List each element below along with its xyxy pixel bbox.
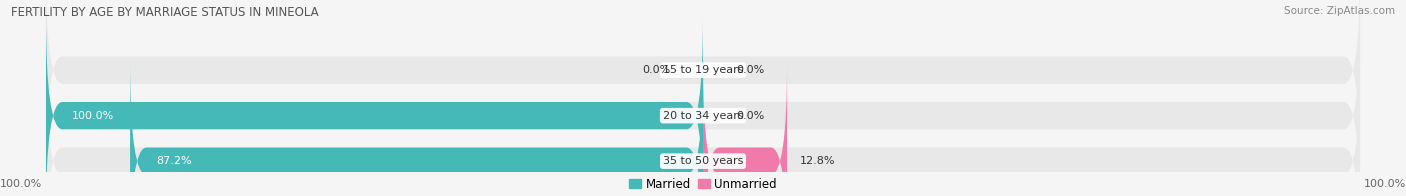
- FancyBboxPatch shape: [703, 61, 787, 196]
- Text: 35 to 50 years: 35 to 50 years: [662, 156, 744, 166]
- Text: 0.0%: 0.0%: [643, 65, 671, 75]
- Text: Source: ZipAtlas.com: Source: ZipAtlas.com: [1284, 6, 1395, 16]
- Legend: Married, Unmarried: Married, Unmarried: [628, 178, 778, 191]
- FancyBboxPatch shape: [46, 15, 1360, 196]
- Text: 12.8%: 12.8%: [800, 156, 835, 166]
- FancyBboxPatch shape: [46, 61, 1360, 196]
- FancyBboxPatch shape: [46, 15, 703, 196]
- Text: 100.0%: 100.0%: [0, 179, 42, 189]
- Text: 20 to 34 years: 20 to 34 years: [662, 111, 744, 121]
- Text: 100.0%: 100.0%: [72, 111, 114, 121]
- Text: 0.0%: 0.0%: [735, 111, 763, 121]
- Text: FERTILITY BY AGE BY MARRIAGE STATUS IN MINEOLA: FERTILITY BY AGE BY MARRIAGE STATUS IN M…: [11, 6, 319, 19]
- FancyBboxPatch shape: [46, 0, 1360, 170]
- Text: 0.0%: 0.0%: [735, 65, 763, 75]
- FancyBboxPatch shape: [131, 61, 703, 196]
- Text: 15 to 19 years: 15 to 19 years: [662, 65, 744, 75]
- Text: 87.2%: 87.2%: [156, 156, 193, 166]
- Text: 100.0%: 100.0%: [1364, 179, 1406, 189]
